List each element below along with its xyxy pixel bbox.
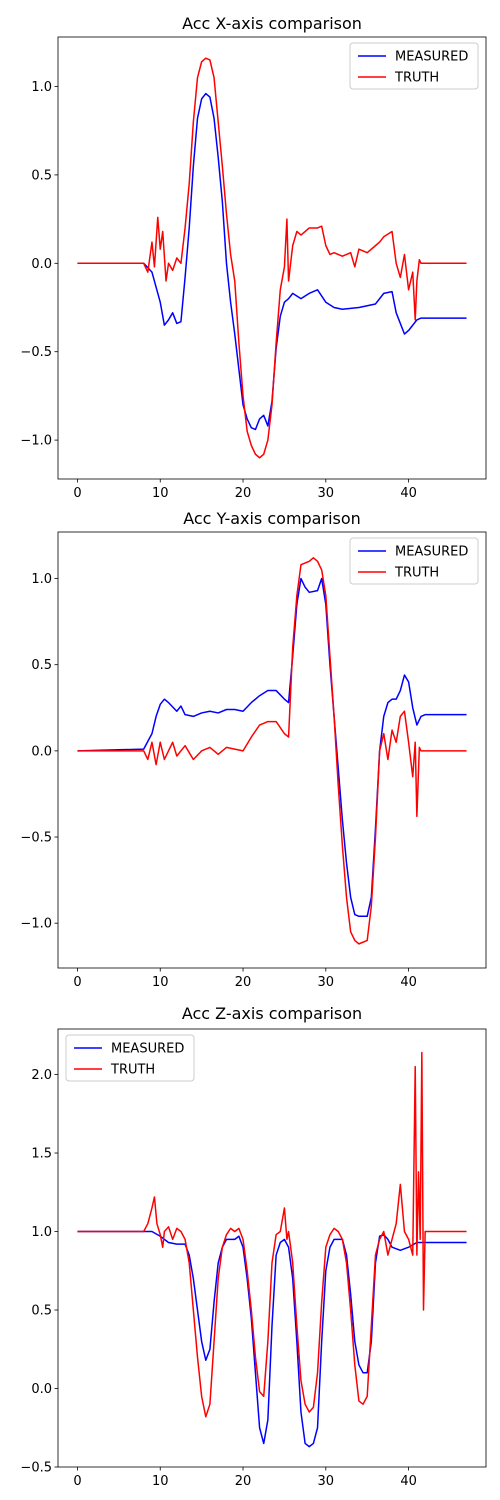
plot-frame xyxy=(57,36,487,480)
x-tick-label: 0 xyxy=(73,1474,81,1489)
y-tick-label: −0.5 xyxy=(20,831,52,846)
y-tick-label: 0.0 xyxy=(31,744,52,759)
chart-panel-1: Acc X-axis comparison 0 10 20 30 40 −1.0 −0.5 0.… xyxy=(20,14,487,501)
x-tick-label: 20 xyxy=(235,486,252,501)
x-tick-label: 10 xyxy=(152,1474,169,1489)
y-tick-label: 1.0 xyxy=(31,80,52,95)
chart-title: Acc X-axis comparison xyxy=(182,14,362,33)
series-line-truth xyxy=(77,1051,467,1418)
y-tick-label: 0.5 xyxy=(31,1304,52,1319)
y-tick-label: 1.0 xyxy=(31,1225,52,1240)
x-tick-label: 40 xyxy=(400,1474,417,1489)
y-tick-label: −0.5 xyxy=(20,1461,52,1476)
y-tick-label: −0.5 xyxy=(20,345,52,360)
legend-label-measured: MEASURED xyxy=(395,545,468,560)
x-tick-label: 30 xyxy=(318,1474,335,1489)
y-tick-label: −1.0 xyxy=(20,917,52,932)
y-tick-label: 0.0 xyxy=(31,1382,52,1397)
y-tick-label: −1.0 xyxy=(20,434,52,449)
legend: MEASURED TRUTH xyxy=(349,42,479,90)
chart-title: Acc Z-axis comparison xyxy=(182,1004,362,1023)
chart-panel-2: Acc Y-axis comparison 0 10 20 30 40 −1.0 −0.5 0.… xyxy=(20,509,487,990)
series-line-measured xyxy=(77,577,467,918)
x-tick-label: 10 xyxy=(152,975,169,990)
series-line-truth xyxy=(77,57,467,459)
legend-label-measured: MEASURED xyxy=(395,50,468,65)
y-tick-label: 1.5 xyxy=(31,1147,52,1162)
chart-title: Acc Y-axis comparison xyxy=(183,509,361,528)
legend-label-truth: TRUTH xyxy=(110,1063,155,1078)
plot-frame xyxy=(57,1028,487,1468)
legend: MEASURED TRUTH xyxy=(65,1034,195,1082)
y-tick-label: 0.5 xyxy=(31,168,52,183)
y-tick-label: 0.5 xyxy=(31,658,52,673)
x-tick-label: 30 xyxy=(318,975,335,990)
x-tick-label: 20 xyxy=(235,975,252,990)
legend-label-truth: TRUTH xyxy=(394,71,439,86)
plot-frame xyxy=(57,531,487,969)
x-tick-label: 0 xyxy=(73,975,81,990)
legend-label-measured: MEASURED xyxy=(111,1042,184,1057)
x-tick-label: 40 xyxy=(400,975,417,990)
x-tick-label: 30 xyxy=(318,486,335,501)
series-line-measured xyxy=(77,92,467,431)
y-tick-label: 0.0 xyxy=(31,257,52,272)
chart-panel-3: Acc Z-axis comparison 0 10 20 30 40 −0.5 0.0 0.5… xyxy=(20,1004,487,1489)
y-tick-label: 2.0 xyxy=(31,1068,52,1083)
x-tick-label: 0 xyxy=(73,486,81,501)
legend: MEASURED TRUTH xyxy=(349,537,479,585)
series-line-truth xyxy=(77,557,467,945)
x-tick-label: 10 xyxy=(152,486,169,501)
x-tick-label: 40 xyxy=(400,486,417,501)
legend-label-truth: TRUTH xyxy=(394,566,439,581)
x-tick-label: 20 xyxy=(235,1474,252,1489)
y-tick-label: 1.0 xyxy=(31,572,52,587)
